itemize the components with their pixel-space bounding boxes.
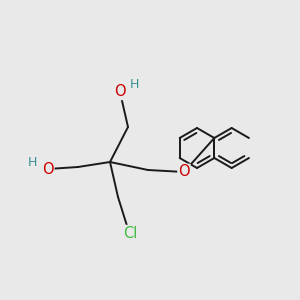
Text: Cl: Cl bbox=[123, 226, 137, 241]
Text: H: H bbox=[129, 79, 139, 92]
Text: O: O bbox=[178, 164, 190, 179]
Text: O: O bbox=[42, 161, 54, 176]
Text: O: O bbox=[178, 164, 190, 179]
Text: H: H bbox=[27, 157, 37, 169]
Text: O: O bbox=[114, 85, 126, 100]
